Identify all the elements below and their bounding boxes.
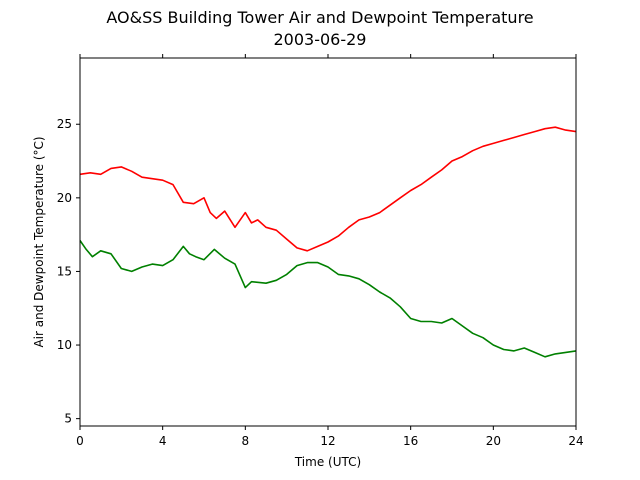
chart-subtitle: 2003-06-29	[274, 30, 367, 49]
y-tick-label: 20	[57, 191, 72, 205]
x-tick-label: 8	[242, 434, 250, 448]
x-tick-label: 24	[568, 434, 583, 448]
y-tick-label: 5	[64, 412, 72, 426]
x-tick-label: 4	[159, 434, 167, 448]
chart-title: AO&SS Building Tower Air and Dewpoint Te…	[106, 8, 533, 27]
x-tick-label: 0	[76, 434, 84, 448]
y-axis-label: Air and Dewpoint Temperature (°C)	[32, 136, 46, 347]
ticks-layer: 0 4 8 12 16 20 24 5 10 15 20 25	[57, 54, 584, 448]
x-tick-label: 20	[486, 434, 501, 448]
series-line-2	[79, 240, 577, 358]
x-axis-label: Time (UTC)	[294, 455, 361, 469]
series-layer	[79, 126, 577, 358]
x-tick-label: 16	[403, 434, 418, 448]
y-tick-label: 25	[57, 117, 72, 131]
x-tick-label: 12	[320, 434, 335, 448]
series-line-1	[79, 126, 577, 252]
y-tick-label: 10	[57, 338, 72, 352]
y-tick-label: 15	[57, 264, 72, 278]
